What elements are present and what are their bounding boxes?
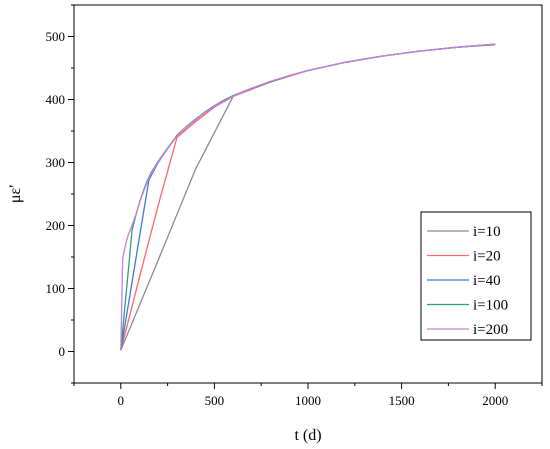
legend-label: i=10 xyxy=(473,224,501,240)
y-tick-label: 100 xyxy=(46,281,66,296)
legend-label: i=40 xyxy=(473,273,501,289)
legend-label: i=200 xyxy=(473,322,508,338)
tick-labels: 0 500 1000 1500 2000 0 100 200 300 400 500 xyxy=(46,29,509,408)
x-tick-label: 1000 xyxy=(295,393,321,408)
x-tick-label: 2000 xyxy=(482,393,508,408)
x-tick-label: 1500 xyxy=(389,393,415,408)
legend-box xyxy=(420,211,532,341)
y-axis-title: με' xyxy=(7,185,24,203)
y-tick-label: 500 xyxy=(46,29,66,44)
x-tick-label: 500 xyxy=(205,393,225,408)
axis-ticks xyxy=(68,4,543,389)
y-tick-label: 400 xyxy=(46,92,66,107)
series-layer xyxy=(120,43,496,351)
y-tick-label: 0 xyxy=(59,344,66,359)
y-tick-label: 300 xyxy=(46,155,66,170)
legend-label: i=100 xyxy=(473,298,508,314)
y-tick-label: 200 xyxy=(46,218,66,233)
legend-label: i=20 xyxy=(473,249,501,265)
x-axis-title: t (d) xyxy=(294,427,321,444)
x-tick-label: 0 xyxy=(118,393,125,408)
legend: i=10 i=20 i=40 i=100 i=200 xyxy=(420,211,532,341)
series-line-i-200 xyxy=(120,43,496,351)
